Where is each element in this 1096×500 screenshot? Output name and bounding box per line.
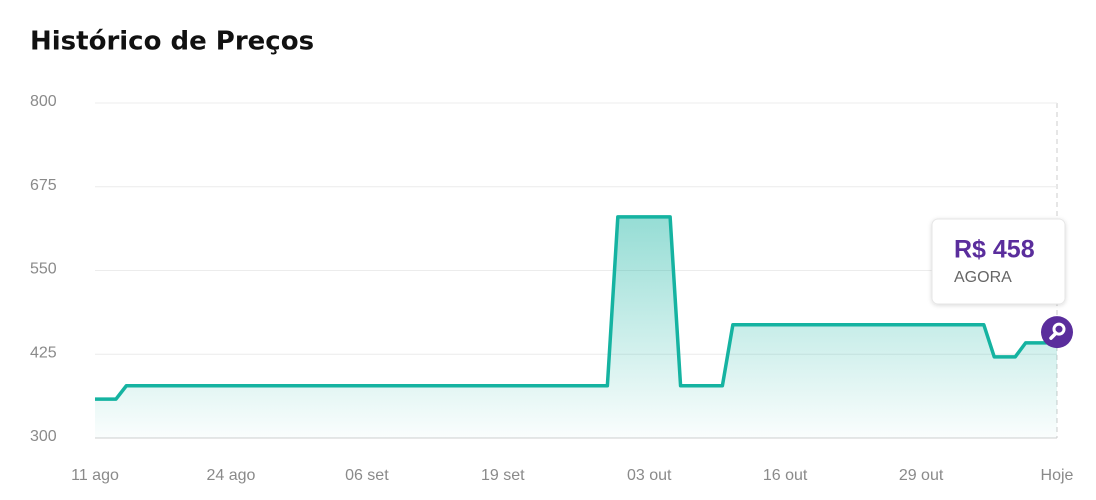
search-icon bbox=[1052, 322, 1066, 336]
search-icon-handle bbox=[1049, 331, 1058, 340]
y-tick-label: 300 bbox=[30, 428, 57, 445]
tooltip-box bbox=[931, 218, 1066, 305]
x-tick-label: 24 ago bbox=[206, 467, 255, 484]
price-line bbox=[95, 215, 1059, 401]
tooltip: R$ 458 AGORA bbox=[931, 218, 1066, 305]
y-tick-label: 425 bbox=[30, 344, 57, 361]
y-tick-label: 550 bbox=[30, 261, 57, 278]
x-tick-label: 03 out bbox=[627, 467, 672, 484]
x-tick-label: 16 out bbox=[763, 467, 808, 484]
y-tick-label: 800 bbox=[30, 93, 57, 110]
tooltip-price: R$ 458 bbox=[954, 236, 1035, 264]
chart-title: Histórico de Preços bbox=[30, 27, 314, 57]
tooltip-caption: AGORA bbox=[954, 269, 1012, 286]
y-tick-label: 675 bbox=[30, 177, 57, 194]
plot: 300 425 550 675 800 11 ago 24 ago 06 set 19 set 0… bbox=[30, 93, 1074, 484]
x-tick-label: 11 ago bbox=[71, 467, 119, 484]
x-tick-label: 29 out bbox=[899, 467, 944, 484]
x-tick-label: Hoje bbox=[1041, 467, 1074, 484]
area-fill bbox=[95, 216, 1057, 438]
x-tick-label: 06 set bbox=[345, 467, 389, 484]
x-tick-label: 19 set bbox=[481, 467, 525, 484]
